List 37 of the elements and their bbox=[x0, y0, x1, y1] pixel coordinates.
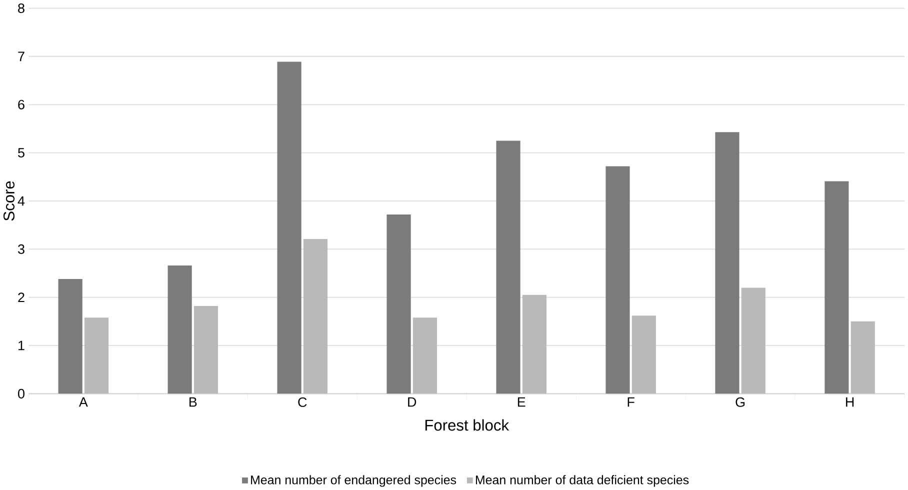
bar bbox=[277, 62, 302, 394]
bar bbox=[606, 166, 630, 394]
bar bbox=[412, 318, 437, 394]
legend-label: Mean number of data deficient species bbox=[476, 475, 689, 487]
bar bbox=[496, 140, 520, 394]
y-tick-label: 1 bbox=[18, 340, 24, 350]
y-tick-label: 8 bbox=[18, 4, 24, 14]
y-tick-label: 6 bbox=[18, 100, 24, 110]
x-tick-label: C bbox=[298, 397, 307, 407]
bar bbox=[84, 318, 109, 394]
bar bbox=[824, 181, 849, 394]
y-tick-label: 4 bbox=[18, 196, 25, 206]
x-axis-title: Forest block bbox=[425, 419, 510, 431]
y-tick-label: 2 bbox=[18, 292, 24, 302]
bar bbox=[194, 306, 218, 394]
bar bbox=[715, 132, 740, 394]
bar bbox=[741, 288, 766, 394]
y-tick-label: 3 bbox=[18, 244, 24, 254]
legend-label: Mean number of endangered species bbox=[251, 475, 456, 487]
x-tick-label: E bbox=[518, 397, 526, 407]
bar bbox=[168, 266, 192, 394]
x-tick-label: H bbox=[846, 397, 854, 407]
x-tick-label: D bbox=[408, 397, 416, 407]
bar bbox=[850, 321, 875, 394]
x-tick-label: F bbox=[628, 397, 634, 407]
bar bbox=[303, 239, 328, 394]
bar bbox=[386, 214, 411, 394]
y-axis-title: Score bbox=[3, 181, 14, 221]
bar bbox=[522, 294, 546, 394]
y-tick-label: 5 bbox=[18, 148, 24, 158]
y-tick-label: 7 bbox=[18, 52, 24, 62]
bar bbox=[632, 316, 656, 394]
x-tick-label: B bbox=[189, 397, 197, 407]
bar bbox=[58, 279, 82, 394]
y-tick-label: 0 bbox=[18, 388, 24, 399]
x-tick-label: A bbox=[78, 397, 88, 407]
x-tick-label: G bbox=[736, 397, 745, 407]
